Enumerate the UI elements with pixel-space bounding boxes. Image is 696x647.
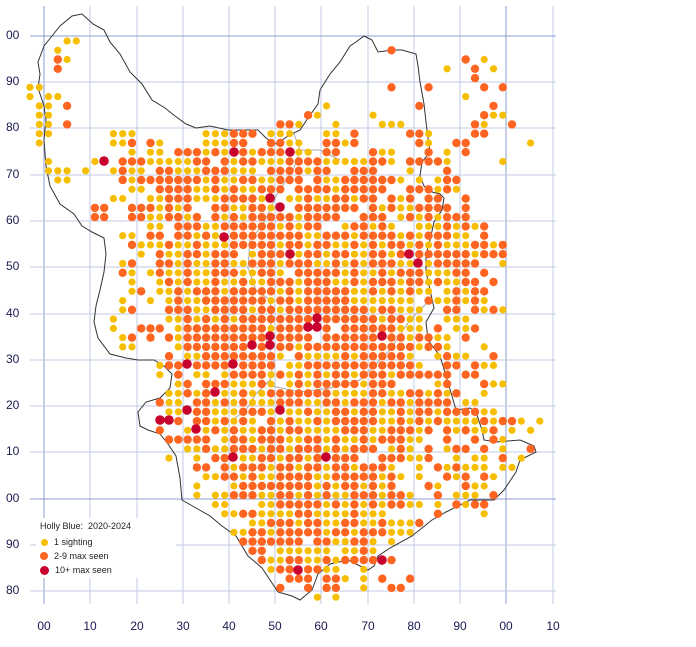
y-tick-label: 00 [6, 491, 20, 505]
y-tick-label: 70 [6, 167, 20, 181]
legend-label: 10+ max seen [55, 565, 112, 575]
yellow-dot-icon [41, 538, 48, 546]
legend-title: Holly Blue: 2020-2024 [40, 521, 132, 531]
y-tick-label: 00 [6, 28, 20, 42]
sighting-dots [26, 37, 544, 601]
legend-item-1-sighting: 1 sighting [40, 535, 93, 549]
legend-label: 2-9 max seen [54, 551, 109, 561]
orange-dot-icon [40, 552, 48, 560]
x-tick-label: 80 [407, 619, 421, 633]
y-tick-label: 60 [6, 213, 20, 227]
legend: Holly Blue: 2020-2024 1 sighting 2-9 max… [36, 518, 176, 578]
y-tick-label: 20 [6, 398, 20, 412]
x-tick-label: 90 [453, 619, 467, 633]
x-tick-label: 30 [176, 619, 190, 633]
legend-label: 1 sighting [54, 537, 93, 547]
y-tick-label: 80 [6, 120, 20, 134]
red-dot-icon [40, 565, 49, 575]
y-tick-label: 90 [6, 74, 20, 88]
x-tick-label: 60 [314, 619, 328, 633]
grid-lines [30, 6, 556, 604]
x-tick-label: 00 [499, 619, 513, 633]
y-tick-label: 10 [6, 444, 20, 458]
county-outline [37, 13, 537, 601]
legend-item-10-plus-max: 10+ max seen [40, 563, 112, 577]
legend-item-2-9-max: 2-9 max seen [40, 549, 109, 563]
y-tick-label: 40 [6, 306, 20, 320]
x-tick-label: 10 [546, 619, 560, 633]
y-tick-label: 90 [6, 537, 20, 551]
x-tick-label: 10 [83, 619, 97, 633]
y-tick-label: 80 [6, 583, 20, 597]
x-tick-label: 20 [130, 619, 144, 633]
y-tick-label: 50 [6, 259, 20, 273]
x-tick-label: 40 [222, 619, 236, 633]
x-tick-label: 50 [268, 619, 282, 633]
y-tick-label: 30 [6, 352, 20, 366]
x-tick-label: 70 [361, 619, 375, 633]
x-tick-label: 00 [37, 619, 51, 633]
